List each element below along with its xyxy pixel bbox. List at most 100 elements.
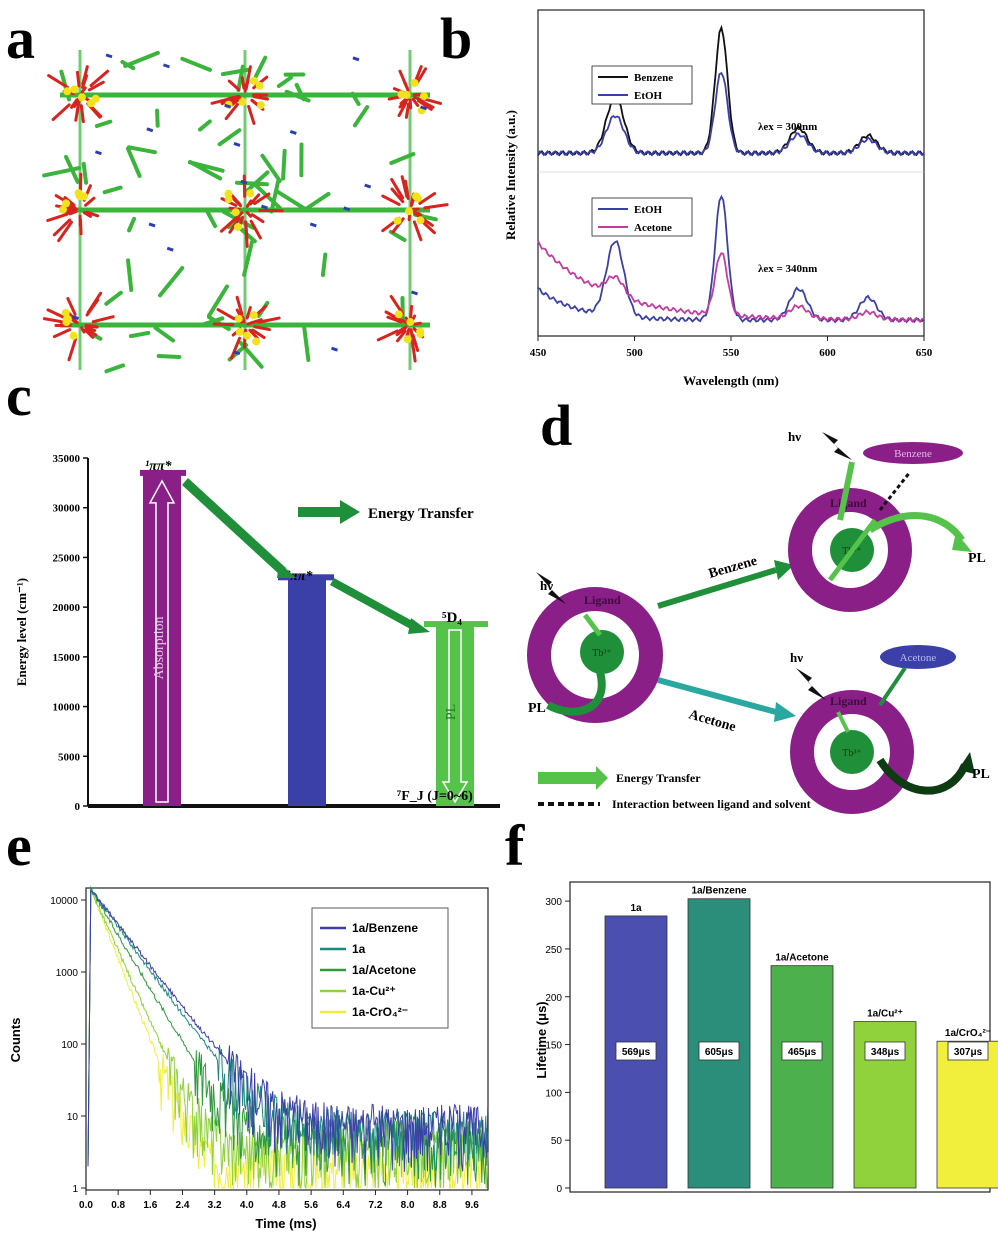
spacer [0, 0, 377, 212]
framework-bond [279, 78, 291, 86]
panel-label-e: e [6, 813, 32, 878]
y-tick-label: 15000 [53, 652, 81, 664]
acetone-pl-label: PL [972, 767, 990, 782]
cluster-bond [420, 194, 435, 204]
metal-atom [70, 85, 78, 93]
legend-label-3: 1a-Cu²⁺ [352, 984, 396, 998]
value-label-4: 307μs [954, 1047, 983, 1058]
cluster-bond [411, 330, 413, 337]
panel-b-x-ticks: 450 500 550 600 650 [530, 336, 933, 359]
cluster-bond [411, 307, 412, 318]
acetone-tb-label: Tb³⁺ [842, 748, 861, 759]
x-tick-label: 600 [819, 347, 836, 359]
legend-d-energy-label: Energy Transfer [616, 771, 701, 785]
panel-c-chart: 0 5000 10000 15000 20000 25000 30000 35000 Ener… [14, 453, 500, 813]
benzene-interaction-line [880, 472, 910, 510]
panel-f-bars: 1a 569μs 1a/Benzene 605μs 1a/Acetone 465μs 1a/… [605, 886, 998, 1188]
cluster-bond [86, 326, 95, 327]
left-ligand-arrow [585, 615, 600, 635]
cluster-bond [69, 339, 76, 360]
panel-f-y-axis-label: Lifetime (μs) [534, 1001, 549, 1078]
cluster-bond [248, 323, 253, 324]
legend-d-energy-arrow [538, 772, 598, 784]
lifetime-bar-2 [771, 966, 833, 1188]
framework-bond [220, 130, 240, 144]
panel-e-x-axis-label: Time (ms) [255, 1216, 316, 1231]
benzene-molecule-label: Benzene [894, 448, 932, 460]
y-tick-label: 1 [72, 1184, 78, 1195]
framework-bond [129, 147, 155, 152]
level-label-ground: ⁷F_J (J=0~6) [397, 789, 473, 804]
x-tick-label: 650 [916, 347, 933, 359]
cluster-bond [413, 209, 418, 210]
left-pl-label: PL [528, 701, 546, 716]
x-tick-label: 8.0 [401, 1200, 415, 1211]
bar-category-label-3: 1a/Cu²⁺ [867, 1009, 903, 1020]
x-tick-label: 0.0 [79, 1200, 93, 1211]
acetone-lightning-icon [796, 668, 826, 700]
nitrogen-bond [331, 348, 337, 350]
cluster-bond [414, 323, 420, 324]
cluster-bond [407, 330, 409, 337]
acetone-ligand-label: Ligand [830, 694, 867, 708]
metal-atom [62, 199, 70, 207]
y-tick-label: 100 [545, 1088, 562, 1099]
y-tick-label: 30000 [53, 503, 81, 515]
framework-bond [106, 365, 123, 371]
cluster-bond [249, 106, 254, 123]
acetone-path-arrow [658, 680, 776, 712]
framework-bond [105, 188, 121, 193]
annotation-lambda-300: λex = 300nm [758, 121, 817, 133]
metal-atom [406, 318, 414, 326]
metal-atom [224, 190, 232, 198]
pl-label: PL [444, 704, 459, 720]
cluster-bond [247, 212, 250, 216]
y-tick-label: 10 [67, 1112, 79, 1123]
framework-bond [355, 107, 367, 125]
cluster-bond [247, 201, 251, 206]
nitrogen-bond [149, 224, 155, 226]
panel-c-y-ticks: 05000100001500020000250003000035000 [53, 453, 89, 813]
framework-bond [128, 260, 131, 290]
metal-atom [257, 101, 265, 109]
framework-bond [182, 59, 210, 70]
cluster-bond [425, 205, 447, 208]
cluster-bond [246, 222, 247, 240]
cluster-bond [76, 105, 79, 120]
y-tick-label: 0 [75, 801, 81, 813]
cluster-bond [54, 330, 69, 337]
metal-atom [252, 337, 260, 345]
panel-f-y-ticks: 050100150200250300 [545, 897, 570, 1195]
framework-bond [160, 268, 182, 295]
y-tick-label: 250 [545, 945, 562, 956]
spacer [0, 0, 321, 222]
metal-atom [62, 318, 70, 326]
x-tick-label: 1.6 [143, 1200, 157, 1211]
absorption-label: Absorption [152, 617, 167, 680]
nitrogen-bond [261, 206, 267, 208]
metal-atom [70, 332, 78, 340]
value-label-3: 348μs [871, 1047, 900, 1058]
legend-energy-transfer-arrow [298, 507, 342, 517]
legend-energy-transfer-label: Energy Transfer [368, 506, 474, 522]
panel-b-y-axis-label: Relative Intensity (a.u.) [503, 110, 518, 240]
nitrogen-bond [106, 55, 112, 57]
metal-atom [416, 328, 424, 336]
framework-bond [157, 111, 158, 126]
nitrogen-bond [234, 143, 240, 145]
spacer [0, 0, 371, 144]
framework-bond [128, 149, 140, 176]
metal-atom [411, 79, 419, 87]
legend-label-etoh-2: EtOH [634, 204, 663, 216]
nitrogen-bond [72, 317, 78, 319]
value-label-1: 605μs [705, 1047, 734, 1058]
bar-category-label-2: 1a/Acetone [775, 953, 829, 964]
legend-label-etoh: EtOH [634, 90, 663, 102]
metal-atom [232, 208, 240, 216]
value-label-2: 465μs [788, 1047, 817, 1058]
legend-d-interaction-label: Interaction between ligand and solvent [612, 797, 811, 811]
y-tick-label: 300 [545, 897, 562, 908]
level-label-singlet: ¹ππ* [145, 459, 172, 474]
nitrogen-bond [353, 58, 359, 60]
panel-b-x-axis-label: Wavelength (nm) [683, 373, 779, 388]
